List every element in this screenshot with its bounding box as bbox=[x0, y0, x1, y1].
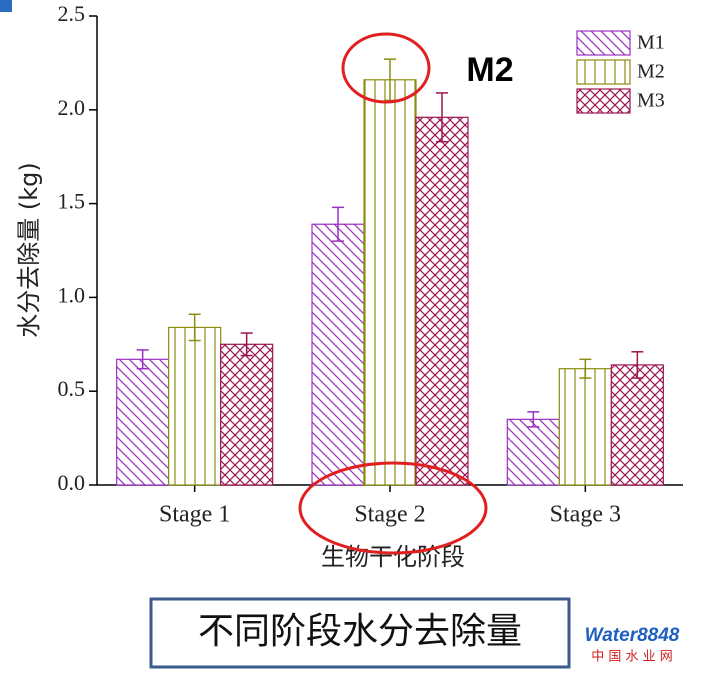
legend-swatch bbox=[576, 88, 631, 114]
legend-swatch bbox=[576, 59, 631, 85]
bar bbox=[415, 116, 469, 486]
y-tick-label: 0.0 bbox=[58, 470, 86, 495]
legend-label: M2 bbox=[637, 61, 665, 83]
highlight-ellipse bbox=[298, 461, 488, 555]
error-bar bbox=[436, 92, 448, 143]
bar bbox=[220, 343, 274, 486]
caption-box bbox=[149, 597, 571, 669]
caption: 不同阶段水分去除量 bbox=[198, 611, 522, 652]
bar bbox=[116, 358, 170, 486]
y-tick-label: 1.5 bbox=[58, 189, 86, 214]
bar bbox=[558, 368, 612, 486]
legend-label: M1 bbox=[637, 32, 665, 54]
highlight-ellipse bbox=[341, 32, 431, 104]
legend-label: M3 bbox=[637, 90, 665, 112]
bar bbox=[506, 418, 560, 486]
annotation: M2 bbox=[466, 51, 513, 89]
x-tick-label: Stage 1 bbox=[159, 502, 230, 528]
corner-mark bbox=[0, 0, 12, 12]
y-tick-label: 2.5 bbox=[58, 1, 86, 26]
watermark-logo: Water8848 bbox=[585, 625, 680, 646]
bar bbox=[168, 326, 222, 486]
y-axis-label: 水分去除量 (kg) bbox=[15, 162, 43, 338]
error-bar bbox=[527, 411, 540, 428]
watermark-site: 中 国 水 业 网 bbox=[591, 650, 673, 665]
bar bbox=[610, 364, 664, 486]
bar bbox=[363, 79, 417, 486]
error-bar bbox=[631, 351, 644, 379]
y-tick-label: 1.0 bbox=[58, 282, 86, 307]
error-bar bbox=[188, 313, 201, 342]
x-tick-label: Stage 2 bbox=[354, 502, 425, 528]
error-bar bbox=[332, 206, 344, 242]
error-bar bbox=[240, 332, 253, 357]
legend-swatch bbox=[576, 30, 631, 56]
y-tick-label: 0.5 bbox=[58, 376, 86, 401]
bar bbox=[311, 223, 365, 486]
y-tick-label: 2.0 bbox=[58, 95, 86, 120]
x-tick-label: Stage 3 bbox=[550, 502, 621, 528]
error-bar bbox=[579, 358, 592, 379]
error-bar bbox=[136, 349, 149, 370]
